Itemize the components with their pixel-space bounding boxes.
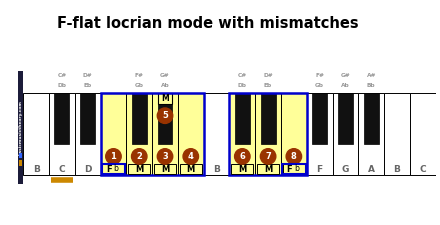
Text: M: M — [161, 164, 169, 173]
Bar — [126, 92, 152, 175]
Text: Bb: Bb — [367, 83, 375, 88]
Bar — [49, 92, 75, 175]
Bar — [180, 164, 202, 174]
Bar — [101, 92, 126, 175]
Text: D: D — [84, 165, 92, 174]
Text: B: B — [213, 165, 220, 174]
Bar — [103, 164, 125, 174]
Text: M: M — [187, 164, 195, 173]
Text: M: M — [135, 164, 143, 173]
Text: G: G — [342, 165, 349, 174]
Bar — [23, 92, 49, 175]
Text: F#: F# — [315, 73, 324, 78]
Bar — [178, 92, 204, 175]
Bar — [333, 92, 358, 175]
Text: B: B — [33, 165, 40, 174]
Text: 5: 5 — [162, 111, 168, 120]
Bar — [260, 92, 275, 144]
Text: M: M — [264, 164, 272, 173]
Text: M: M — [238, 164, 246, 173]
Text: F: F — [286, 164, 292, 173]
Text: Db: Db — [58, 83, 66, 88]
Text: M: M — [161, 94, 169, 103]
Bar — [18, 71, 23, 184]
Text: 7: 7 — [265, 152, 271, 161]
Bar — [358, 92, 384, 175]
Circle shape — [260, 149, 276, 164]
Bar — [55, 92, 70, 144]
Text: C#: C# — [57, 73, 66, 78]
Circle shape — [132, 149, 147, 164]
Text: G#: G# — [341, 73, 350, 78]
Text: 3: 3 — [162, 152, 168, 161]
Bar — [158, 92, 172, 144]
Bar — [204, 92, 229, 175]
Text: 4: 4 — [188, 152, 194, 161]
Text: F#: F# — [135, 73, 144, 78]
Bar — [80, 92, 95, 144]
Text: Eb: Eb — [84, 83, 92, 88]
Text: b: b — [114, 164, 118, 173]
Text: b: b — [294, 164, 299, 173]
Text: F: F — [106, 164, 112, 173]
Bar — [410, 92, 436, 175]
Text: G#: G# — [160, 73, 170, 78]
Text: Gb: Gb — [315, 83, 324, 88]
Text: A: A — [368, 165, 375, 174]
Circle shape — [183, 149, 198, 164]
Bar — [235, 92, 250, 144]
Text: B: B — [393, 165, 400, 174]
Text: 1: 1 — [110, 152, 117, 161]
Bar — [312, 92, 327, 144]
Text: F: F — [316, 165, 323, 174]
Bar — [19, 153, 22, 158]
Circle shape — [157, 149, 173, 164]
Bar — [281, 92, 307, 175]
Bar — [283, 164, 305, 174]
Bar — [257, 164, 279, 174]
Text: C: C — [59, 165, 65, 174]
Circle shape — [235, 149, 250, 164]
Text: Ab: Ab — [161, 83, 169, 88]
Bar — [384, 92, 410, 175]
Text: 2: 2 — [136, 152, 142, 161]
Bar — [132, 92, 147, 144]
Text: C: C — [419, 165, 426, 174]
Text: A#: A# — [367, 73, 376, 78]
Circle shape — [286, 149, 301, 164]
Bar — [158, 93, 172, 104]
Bar — [75, 92, 101, 175]
Text: Ab: Ab — [341, 83, 350, 88]
Bar — [152, 92, 178, 175]
Text: 6: 6 — [239, 152, 245, 161]
Bar — [338, 92, 353, 144]
Text: Eb: Eb — [264, 83, 272, 88]
Text: Gb: Gb — [135, 83, 144, 88]
Text: 8: 8 — [291, 152, 297, 161]
Bar — [231, 164, 253, 174]
Text: C#: C# — [238, 73, 247, 78]
Text: D#: D# — [83, 73, 92, 78]
Bar — [307, 92, 333, 175]
Bar — [364, 92, 379, 144]
Bar — [19, 160, 22, 166]
Text: D#: D# — [263, 73, 273, 78]
Bar — [282, 164, 306, 174]
Bar — [229, 92, 307, 175]
Bar — [102, 164, 125, 174]
Circle shape — [106, 149, 121, 164]
Bar — [154, 164, 176, 174]
Bar — [255, 92, 281, 175]
Text: F-flat locrian mode with mismatches: F-flat locrian mode with mismatches — [57, 16, 359, 31]
Text: basicmusictheory.com: basicmusictheory.com — [18, 100, 22, 155]
Bar — [128, 164, 150, 174]
Bar — [101, 92, 204, 175]
Text: Db: Db — [238, 83, 247, 88]
Circle shape — [157, 108, 173, 124]
Bar — [229, 92, 255, 175]
